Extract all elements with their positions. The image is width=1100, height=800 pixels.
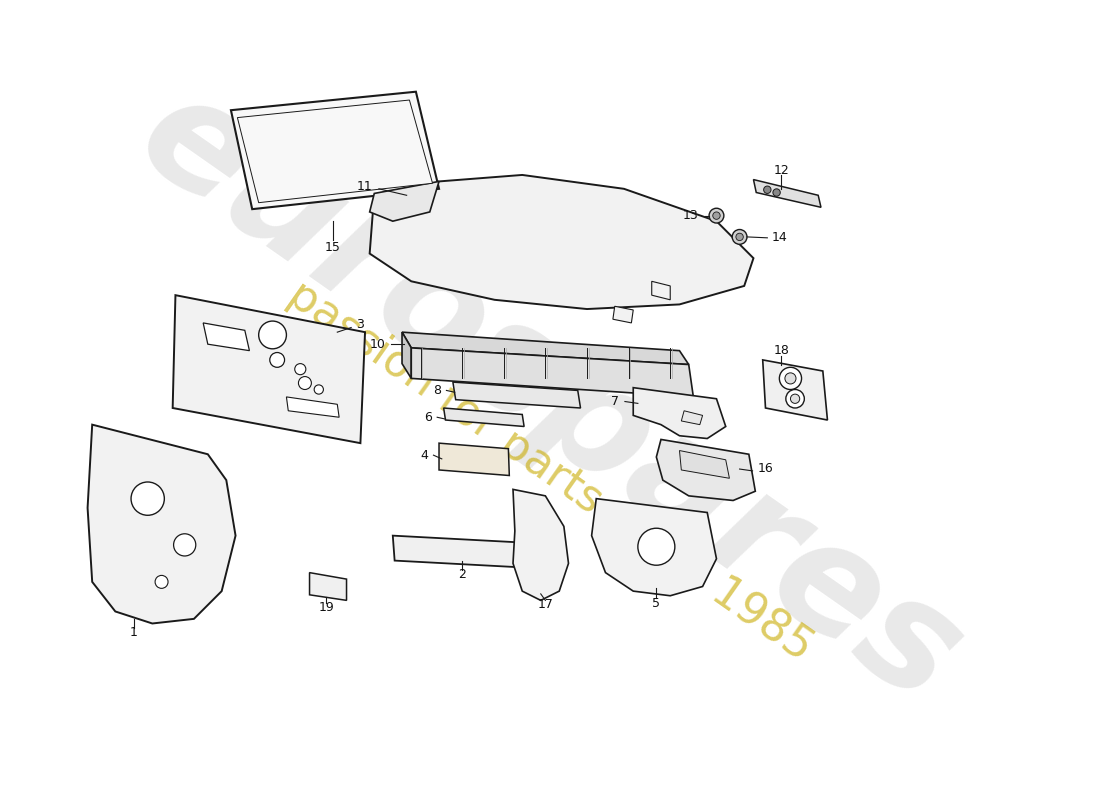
Text: 11: 11 (356, 179, 373, 193)
Polygon shape (402, 332, 411, 378)
Text: 8: 8 (433, 384, 441, 397)
Circle shape (713, 212, 721, 219)
Circle shape (736, 234, 744, 241)
Polygon shape (634, 388, 726, 438)
Text: 2: 2 (459, 568, 466, 581)
Text: 17: 17 (538, 598, 553, 611)
Circle shape (710, 208, 724, 223)
Circle shape (638, 528, 675, 566)
Circle shape (315, 385, 323, 394)
Polygon shape (309, 573, 346, 600)
Polygon shape (680, 450, 729, 478)
Circle shape (763, 186, 771, 194)
Circle shape (131, 482, 164, 515)
Circle shape (773, 189, 780, 196)
Text: 7: 7 (612, 395, 619, 408)
Circle shape (785, 373, 796, 384)
Polygon shape (411, 348, 693, 397)
Polygon shape (651, 282, 670, 300)
Circle shape (733, 230, 747, 244)
Polygon shape (453, 382, 581, 408)
Circle shape (785, 390, 804, 408)
Text: eurospares: eurospares (111, 59, 989, 735)
Polygon shape (370, 175, 754, 309)
Polygon shape (754, 179, 821, 207)
Polygon shape (681, 410, 703, 425)
Polygon shape (439, 443, 509, 475)
Polygon shape (443, 408, 524, 426)
Polygon shape (231, 92, 439, 209)
Text: 16: 16 (758, 462, 773, 474)
Polygon shape (513, 490, 569, 600)
Text: 4: 4 (420, 449, 428, 462)
Polygon shape (592, 498, 716, 596)
Polygon shape (238, 100, 432, 202)
Circle shape (155, 575, 168, 588)
Circle shape (780, 367, 802, 390)
Circle shape (174, 534, 196, 556)
Text: 14: 14 (772, 231, 788, 244)
Polygon shape (393, 536, 534, 568)
Polygon shape (286, 397, 339, 418)
Text: 19: 19 (318, 602, 334, 614)
Text: 3: 3 (355, 318, 364, 331)
Polygon shape (370, 182, 439, 221)
Polygon shape (657, 439, 756, 501)
Polygon shape (204, 323, 250, 350)
Text: 15: 15 (324, 241, 341, 254)
Circle shape (791, 394, 800, 403)
Polygon shape (173, 295, 365, 443)
Text: 1: 1 (130, 626, 138, 639)
Circle shape (295, 364, 306, 374)
Text: 5: 5 (652, 597, 660, 610)
Polygon shape (88, 425, 235, 623)
Polygon shape (613, 306, 634, 323)
Circle shape (258, 321, 286, 349)
Text: 13: 13 (682, 209, 698, 222)
Polygon shape (762, 360, 827, 420)
Circle shape (298, 377, 311, 390)
Circle shape (270, 353, 285, 367)
Text: passion for parts since 1985: passion for parts since 1985 (279, 273, 821, 670)
Text: 12: 12 (773, 164, 789, 177)
Text: 6: 6 (424, 410, 431, 424)
Text: 10: 10 (370, 338, 385, 350)
Polygon shape (402, 332, 689, 365)
Text: 18: 18 (773, 344, 789, 357)
